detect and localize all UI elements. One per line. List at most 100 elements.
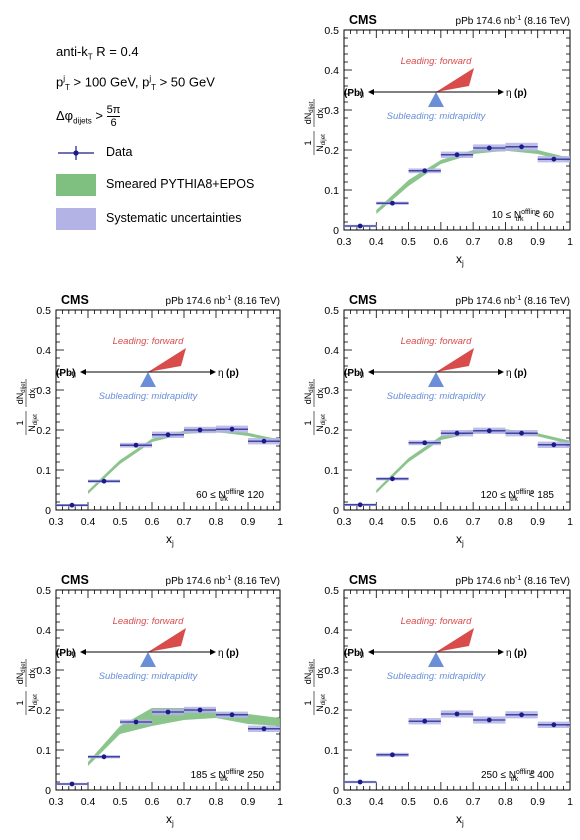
eta-minus-label: -η [357,649,364,658]
y-tick-label: 0.1 [324,185,339,197]
data-point [165,432,171,438]
data-point [357,779,363,785]
x-tick-label: 1 [277,516,283,528]
subleading-label: Subleading: midrapidity [387,671,487,682]
leading-label: Leading: forward [401,616,472,627]
arrow-left [80,369,86,375]
x-tick-label: 0.4 [81,796,96,808]
legend-data-label: Data [106,145,133,159]
x-tick-label: 0.4 [81,516,96,528]
legend-pt-cuts: pjT > 100 GeV, pjT > 50 GeV [56,74,215,92]
data-point [133,442,139,448]
subleading-label: Subleading: midrapidity [387,391,487,402]
legend-panel: anti-kT R = 0.4 pjT > 100 GeV, pjT > 50 … [0,0,300,260]
arrow-right [210,649,216,655]
subleading-label: Subleading: midrapidity [99,391,199,402]
data-point [229,712,235,718]
luminosity-label: pPb 174.6 nb-1 (8.16 TeV) [456,575,570,587]
data-point [486,145,492,151]
x-tick-label: 0.3 [49,796,64,808]
data-point [422,718,428,724]
y-label-dn: dNdijet [303,381,315,404]
x-tick-label: 0.5 [113,516,128,528]
y-label-one: 1 [15,420,26,425]
x-tick-label: 0.7 [466,236,481,248]
multiplicity-bin-label: 120 ≤ Noffline trk < 185 [481,489,555,503]
y-tick-label: 0 [333,505,339,517]
data-point [519,430,524,436]
x-tick-label: 0.3 [337,796,352,808]
luminosity-label: pPb 174.6 nb-1 (8.16 TeV) [456,295,570,307]
arrow-right [498,649,504,655]
data-point [422,168,428,174]
plot-frame [55,589,281,791]
arrow-right [210,369,216,375]
leading-jet-cone [148,348,186,372]
data-point [486,428,492,434]
model-band [376,429,570,494]
y-label-dx: dxj [27,668,39,679]
eta-plus-label: η [218,368,224,379]
leading-label: Leading: forward [401,56,472,67]
x-tick-label: 0.3 [49,516,64,528]
x-tick-label: 0.9 [241,796,256,808]
leading-jet-cone [436,628,474,652]
subleading-jet-cone [428,372,444,387]
x-axis-label: xj [166,812,174,828]
x-tick-label: 0.8 [498,236,513,248]
y-tick-label: 0.5 [324,585,339,597]
y-tick-label: 0.3 [324,665,339,677]
x-tick-label: 0.9 [530,796,545,808]
multiplicity-bin-label: 60 ≤ Noffline trk < 120 [196,489,264,503]
x-tick-label: 0.4 [369,796,384,808]
y-tick-label: 0.2 [324,145,339,157]
eta-plus-label: η [506,648,512,659]
panel-5: 0.3 0.4 0.5 0.6 0.7 0.8 0.9 1 0 0.1 0.2 0.3 0.4 0.5 xj… [303,573,573,828]
y-tick-label: 0.3 [36,665,51,677]
data-point [390,476,395,482]
panel-3: 0.3 0.4 0.5 0.6 0.7 0.8 0.9 1 0 0.1 0.2 0.3 0.4 0.5 xj… [303,293,573,548]
data-point [519,144,524,150]
y-tick-label: 0.1 [324,465,339,477]
data-point [197,707,203,713]
y-label-dn: dNdijet [15,381,27,404]
y-label-one: 1 [303,420,314,425]
cms-label: CMS [349,13,377,27]
luminosity-label: pPb 174.6 nb-1 (8.16 TeV) [166,295,280,307]
x-tick-label: 0.5 [401,236,416,248]
y-label-norm: Ndijet [315,694,327,712]
x-tick-label: 0.5 [113,796,128,808]
eta-minus-label: -η [69,649,76,658]
cms-label: CMS [349,573,377,587]
y-tick-label: 0.2 [324,425,339,437]
y-label-norm: Ndijet [27,414,39,432]
x-tick-label: 0.7 [177,516,192,528]
x-axis-label: xj [166,532,174,548]
y-label-dn: dNdijet [303,661,315,684]
p-label: (p) [514,648,527,659]
plot-frame [343,29,571,231]
eta-plus-label: η [506,368,512,379]
x-tick-label: 0.8 [498,516,513,528]
y-tick-label: 0.4 [324,345,339,357]
leading-jet-cone [436,68,474,92]
y-tick-label: 0 [333,785,339,797]
arrow-left [368,649,374,655]
x-tick-label: 0.3 [337,236,352,248]
x-tick-label: 0.5 [401,516,416,528]
y-tick-label: 0 [333,225,339,237]
data-point [357,502,363,508]
y-tick-label: 0.5 [36,305,51,317]
pb-label: (Pb) [344,648,363,659]
data-point [165,709,171,715]
x-tick-label: 0.8 [498,796,513,808]
x-tick-label: 1 [567,236,573,248]
leading-jet-cone [436,348,474,372]
legend-model-swatch [56,174,96,196]
plot-frame [55,309,281,511]
data-point [261,726,267,732]
x-tick-label: 0.9 [530,516,545,528]
